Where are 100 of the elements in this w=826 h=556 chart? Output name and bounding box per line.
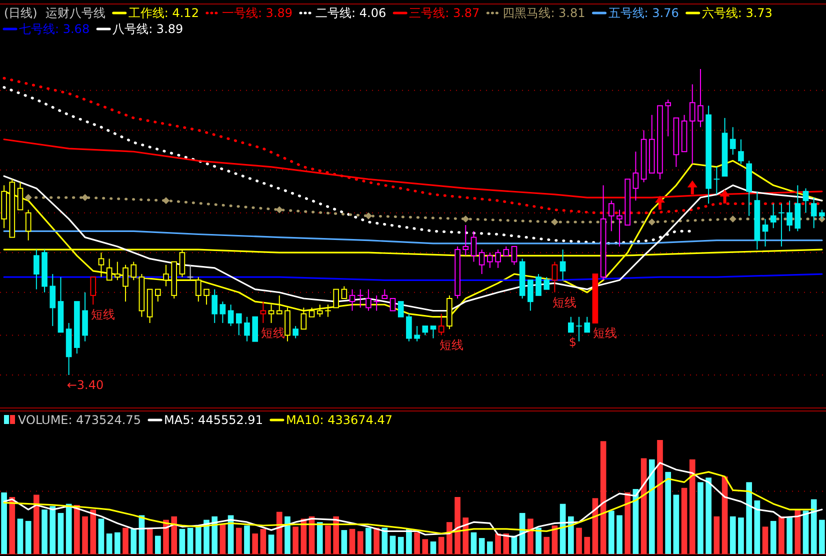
bar xyxy=(478,538,485,554)
text: 短线 xyxy=(439,338,464,352)
bar xyxy=(390,536,396,554)
bar xyxy=(414,532,420,554)
bar xyxy=(536,528,542,554)
bar xyxy=(746,482,752,554)
bar xyxy=(1,492,7,554)
bar xyxy=(770,520,776,554)
candlestick xyxy=(786,200,792,232)
bar xyxy=(698,482,704,554)
bar xyxy=(195,526,202,554)
legend-label: 一号线: 3.89 xyxy=(222,6,293,20)
bar xyxy=(316,522,323,554)
bar xyxy=(9,497,16,554)
candlestick xyxy=(762,218,768,247)
point xyxy=(729,215,736,222)
bar xyxy=(600,441,606,554)
candlestick xyxy=(470,230,477,262)
candlestick xyxy=(689,84,696,164)
legend-label: 二号线: 4.06 xyxy=(316,6,386,20)
bar xyxy=(276,512,282,554)
point xyxy=(24,194,32,202)
bar xyxy=(114,532,120,554)
candlestick xyxy=(462,224,469,256)
bar xyxy=(220,524,226,554)
candlestick xyxy=(730,126,736,156)
point xyxy=(648,218,656,226)
bar xyxy=(204,520,210,554)
candlestick xyxy=(212,288,218,324)
candlestick xyxy=(82,292,88,342)
bar xyxy=(665,472,672,554)
bar xyxy=(544,536,550,554)
bar xyxy=(657,440,663,554)
candlestick xyxy=(560,249,566,281)
candlestick xyxy=(356,288,364,308)
bar xyxy=(42,510,48,554)
bar xyxy=(406,528,412,554)
bar xyxy=(82,516,88,554)
bar xyxy=(260,528,266,554)
bar xyxy=(648,459,655,554)
legend-label: 八号线: 3.89 xyxy=(112,22,184,36)
text: ←3.40 xyxy=(66,378,104,392)
bar xyxy=(778,516,784,554)
legend-label: 五号线: 3.76 xyxy=(608,6,679,20)
bar xyxy=(187,528,194,554)
bar xyxy=(730,516,736,554)
point xyxy=(720,190,730,204)
point xyxy=(551,218,558,226)
legend-label: 七号线: 3.68 xyxy=(19,22,90,36)
candlestick xyxy=(778,203,785,247)
bar xyxy=(325,526,331,554)
legend-label: 工作线: 4.12 xyxy=(128,6,199,20)
bar xyxy=(357,531,364,554)
bar xyxy=(584,536,590,554)
bar xyxy=(34,494,40,554)
bar xyxy=(624,492,631,554)
legend-label: 六号线: 3.73 xyxy=(702,6,772,20)
point xyxy=(462,215,470,222)
bar xyxy=(608,510,614,554)
bar xyxy=(398,536,404,554)
bar xyxy=(681,488,688,554)
point xyxy=(654,196,665,210)
bar xyxy=(810,499,817,554)
candlestick xyxy=(163,264,169,287)
bar xyxy=(25,520,32,554)
bar xyxy=(50,506,56,554)
candlestick xyxy=(349,288,356,312)
bar xyxy=(438,536,444,554)
text: 短线 xyxy=(91,308,116,322)
candlestick xyxy=(754,190,760,250)
bar xyxy=(244,526,250,554)
bar xyxy=(462,518,469,554)
bar xyxy=(292,526,298,554)
text: 短线 xyxy=(261,326,286,340)
legend-label: MA10: 433674.47 xyxy=(286,413,393,427)
bar xyxy=(528,518,534,554)
bar xyxy=(722,476,728,554)
bar xyxy=(154,536,161,554)
candlestick xyxy=(698,68,704,128)
bar xyxy=(236,528,242,554)
bar xyxy=(689,459,696,554)
bar xyxy=(714,516,720,554)
candlestick xyxy=(632,151,639,202)
bar xyxy=(212,516,218,554)
bar xyxy=(146,528,153,554)
candlestick xyxy=(616,209,622,247)
bar xyxy=(122,528,128,554)
bar xyxy=(252,533,258,554)
candlestick xyxy=(244,316,250,342)
candlestick xyxy=(260,301,266,324)
text: $ xyxy=(568,335,577,350)
legend-label: MA5: 445552.91 xyxy=(164,413,263,427)
candlestick xyxy=(50,274,56,327)
bar xyxy=(673,494,680,554)
candlestick xyxy=(770,203,776,229)
bar xyxy=(794,510,801,554)
candlestick xyxy=(810,197,817,229)
point xyxy=(687,180,698,194)
bar xyxy=(58,512,64,554)
bar xyxy=(268,534,274,554)
